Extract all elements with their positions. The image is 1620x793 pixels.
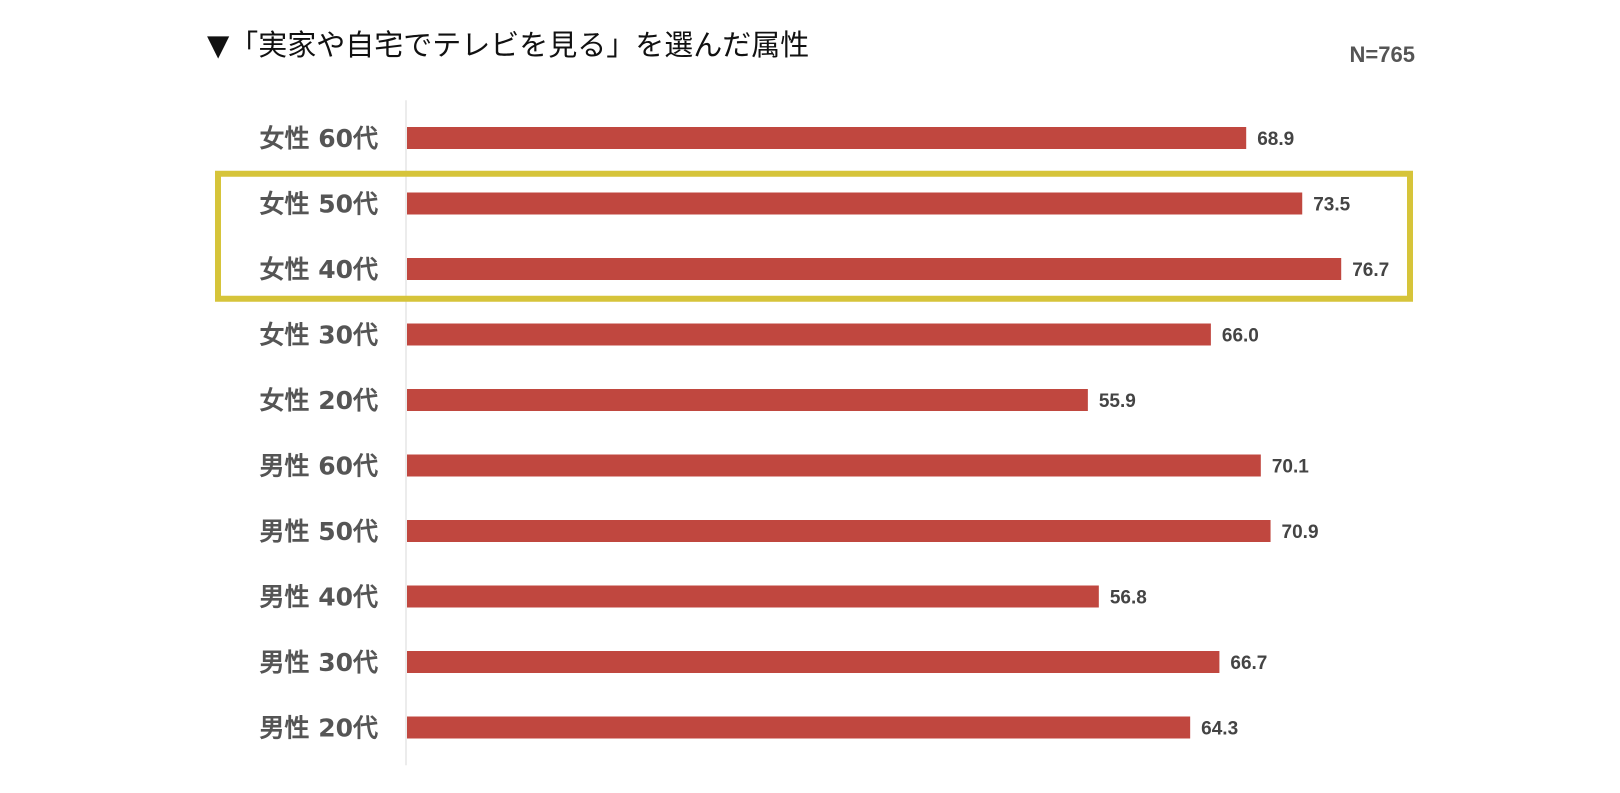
bar <box>407 716 1191 739</box>
value-label: 73.5 <box>1313 195 1350 216</box>
bar <box>407 454 1261 477</box>
value-label: 70.9 <box>1282 522 1319 543</box>
chart-title: ▼「実家や自宅でテレビを見る」を選んだ属性 <box>207 28 810 62</box>
bar <box>407 389 1088 411</box>
sample-size-label: N=765 <box>1349 42 1415 67</box>
value-label: 56.8 <box>1110 588 1147 609</box>
bar <box>407 651 1220 673</box>
category-label: 女性 50代 <box>260 190 379 219</box>
value-label: 70.1 <box>1272 457 1309 478</box>
value-label: 66.0 <box>1222 326 1259 347</box>
category-label: 女性 20代 <box>260 386 379 415</box>
value-label: 64.3 <box>1201 719 1238 740</box>
category-label: 男性 40代 <box>260 583 379 612</box>
bar <box>407 258 1342 280</box>
value-label: 55.9 <box>1099 391 1136 412</box>
category-label: 男性 60代 <box>260 452 379 481</box>
value-label: 76.7 <box>1352 260 1389 281</box>
category-label: 男性 20代 <box>260 714 379 743</box>
bar <box>407 323 1211 346</box>
bar <box>407 520 1271 542</box>
highlight-box <box>215 170 1413 302</box>
category-label: 女性 60代 <box>260 124 379 153</box>
category-label: 男性 30代 <box>260 648 379 677</box>
bar <box>407 127 1247 149</box>
bar <box>407 585 1099 608</box>
category-label: 男性 50代 <box>260 517 379 546</box>
value-label: 68.9 <box>1257 129 1294 150</box>
value-label: 66.7 <box>1230 653 1267 674</box>
category-label: 女性 40代 <box>260 255 379 284</box>
bar <box>407 192 1303 215</box>
category-label: 女性 30代 <box>260 321 379 350</box>
